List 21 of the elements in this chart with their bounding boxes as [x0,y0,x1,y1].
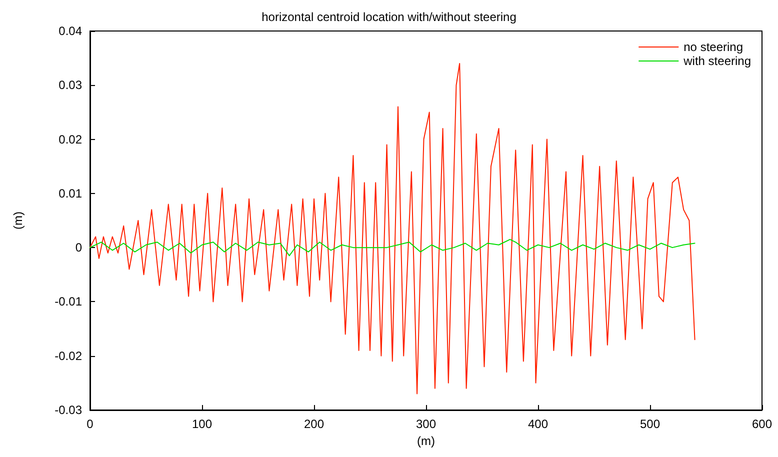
x-tick-label: 300 [416,417,436,431]
x-tick-label: 500 [640,417,660,431]
y-tick-label: 0.04 [58,24,82,38]
x-tick-label: 0 [86,417,94,431]
y-tick-label: 0 [75,240,82,255]
x-axis-title: (m) [417,434,435,448]
x-tick-label: 100 [192,417,212,431]
y-tick-label: 0.01 [58,186,82,200]
y-tick-label: -0.03 [54,403,82,417]
x-tick-label: 600 [752,417,772,431]
chart-title: horizontal centroid location with/without steering [262,10,516,24]
legend-label: with steering [682,54,752,68]
x-tick-label: 400 [528,417,548,431]
y-tick-label: 0.02 [58,132,82,146]
y-tick-label: 0.03 [58,78,82,92]
y-axis-title: (m) [11,212,25,230]
x-tick-label: 200 [304,417,324,431]
y-tick-label: -0.02 [54,348,82,363]
legend-label: no steering [684,40,744,54]
y-tick-label: -0.01 [54,294,82,309]
line-series [90,238,696,256]
